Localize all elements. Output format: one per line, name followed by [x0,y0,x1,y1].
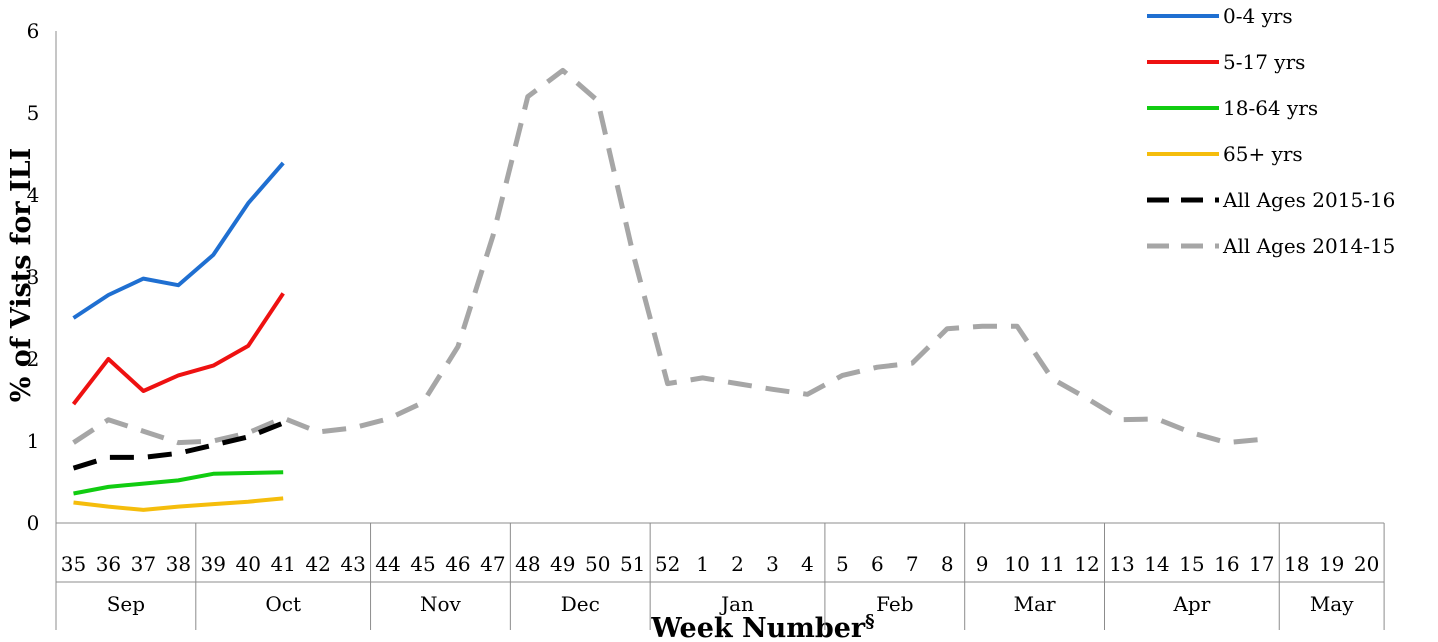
y-tick-label: 5 [27,101,40,125]
x-tick-label-week: 49 [550,552,575,576]
series-line-all-ages-2014-15 [72,67,1263,446]
x-tick-label-week: 47 [480,552,505,576]
x-tick-label-week: 43 [340,552,365,576]
x-tick-label-week: 20 [1354,552,1379,576]
x-tick-label-month: Jan [719,592,754,616]
x-tick-label-week: 17 [1249,552,1274,576]
x-tick-label-month: Feb [876,592,913,616]
y-axis-title: % of Vists for ILI [6,148,37,403]
legend-label: 18-64 yrs [1223,96,1318,120]
y-tick-label: 6 [27,19,40,43]
x-tick-label-week: 13 [1109,552,1134,576]
x-tick-label-month: Mar [1014,592,1056,616]
x-tick-label-week: 4 [801,552,814,576]
y-tick-label: 2 [27,347,40,371]
x-tick-label-week: 3 [766,552,779,576]
series-line-65-yrs [73,496,284,512]
x-tick-label-week: 16 [1214,552,1239,576]
x-tick-label-week: 19 [1319,552,1344,576]
series-line-18-64-yrs [73,470,284,496]
y-tick-label: 0 [27,511,40,535]
x-tick-label-week: 38 [166,552,191,576]
legend-label: 5-17 yrs [1223,50,1305,74]
x-tick-label-month: Nov [420,592,462,616]
plot-area [71,67,1263,512]
y-tick-label: 4 [27,183,40,207]
x-tick-label-month: Apr [1172,592,1210,616]
x-axis-title-text: Week Number [650,613,866,642]
x-tick-label-week: 42 [305,552,330,576]
x-tick-label-week: 50 [585,552,610,576]
x-tick-label-week: 40 [235,552,260,576]
series-line-0-4-yrs [72,161,285,320]
x-tick-label-week: 1 [696,552,709,576]
x-tick-label-week: 9 [976,552,989,576]
x-tick-label-week: 18 [1284,552,1309,576]
x-tick-label-week: 51 [620,552,645,576]
x-tick-label-week: 36 [96,552,121,576]
x-tick-label-week: 35 [61,552,86,576]
x-tick-label-week: 52 [655,552,680,576]
x-tick-label-month: Sep [107,592,145,616]
y-tick-label: 3 [27,265,40,289]
x-tick-label-month: Dec [561,592,600,616]
legend-label: 0-4 yrs [1223,4,1293,28]
x-tick-label-week: 8 [941,552,954,576]
y-tick-label: 1 [27,429,40,453]
x-tick-label-week: 48 [515,552,540,576]
x-tick-label-week: 39 [201,552,226,576]
x-tick-label-week: 44 [375,552,400,576]
y-axis-title-group: % of Vists for ILI [6,148,37,403]
x-tick-label-week: 37 [131,552,156,576]
x-tick-label-week: 14 [1144,552,1169,576]
x-axis-title-superscript: § [865,611,874,632]
x-tick-label-week: 7 [906,552,919,576]
legend-label: All Ages 2014-15 [1222,234,1395,258]
x-tick-label-week: 6 [871,552,884,576]
x-tick-label-week: 2 [731,552,744,576]
legend-label: All Ages 2015-16 [1222,188,1395,212]
x-axis-title: Week Number§ [650,611,874,642]
series-line-5-17-yrs [71,292,285,406]
x-tick-label-month: Oct [265,592,301,616]
x-tick-label-week: 46 [445,552,470,576]
x-tick-label-week: 15 [1179,552,1204,576]
x-tick-label-week: 41 [270,552,295,576]
x-tick-label-week: 11 [1039,552,1064,576]
legend: 0-4 yrs 5-17 yrs 18-64 yrs 65+ yrs All Ages … [1147,4,1395,258]
x-tick-label-month: May [1310,592,1354,616]
legend-label: 65+ yrs [1223,142,1303,166]
x-tick-label-week: 10 [1004,552,1029,576]
x-tick-label-week: 45 [410,552,435,576]
x-tick-label-week: 5 [836,552,849,576]
x-tick-label-week: 12 [1074,552,1099,576]
